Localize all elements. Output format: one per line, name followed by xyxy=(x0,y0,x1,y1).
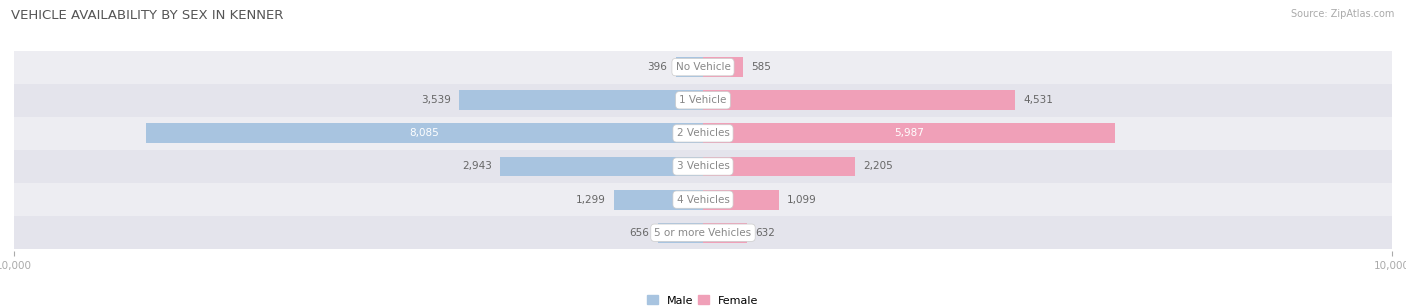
Text: 5 or more Vehicles: 5 or more Vehicles xyxy=(654,228,752,238)
Bar xyxy=(14,117,1392,150)
Bar xyxy=(703,90,1015,110)
Bar xyxy=(460,90,703,110)
Bar xyxy=(14,216,1392,249)
Bar xyxy=(658,223,703,243)
Bar xyxy=(703,190,779,210)
Bar xyxy=(703,123,1115,143)
Text: 4 Vehicles: 4 Vehicles xyxy=(676,195,730,205)
Bar xyxy=(14,183,1392,216)
Text: 1 Vehicle: 1 Vehicle xyxy=(679,95,727,105)
Bar xyxy=(501,157,703,177)
Text: 2,943: 2,943 xyxy=(463,162,492,171)
Bar xyxy=(676,57,703,77)
Bar xyxy=(703,223,747,243)
Text: 396: 396 xyxy=(648,62,668,72)
Text: 2 Vehicles: 2 Vehicles xyxy=(676,129,730,138)
Text: Source: ZipAtlas.com: Source: ZipAtlas.com xyxy=(1291,9,1395,19)
Text: 1,299: 1,299 xyxy=(575,195,605,205)
Text: 585: 585 xyxy=(752,62,772,72)
Bar xyxy=(703,57,744,77)
Bar xyxy=(14,150,1392,183)
Text: 5,987: 5,987 xyxy=(894,129,924,138)
Bar xyxy=(14,50,1392,84)
Text: 2,205: 2,205 xyxy=(863,162,893,171)
Bar xyxy=(703,157,855,177)
Text: No Vehicle: No Vehicle xyxy=(675,62,731,72)
Text: 656: 656 xyxy=(630,228,650,238)
Bar xyxy=(14,84,1392,117)
Legend: Male, Female: Male, Female xyxy=(643,291,763,306)
Text: 3 Vehicles: 3 Vehicles xyxy=(676,162,730,171)
Text: 1,099: 1,099 xyxy=(787,195,817,205)
Text: VEHICLE AVAILABILITY BY SEX IN KENNER: VEHICLE AVAILABILITY BY SEX IN KENNER xyxy=(11,9,284,22)
Text: 632: 632 xyxy=(755,228,775,238)
Bar xyxy=(613,190,703,210)
Bar xyxy=(146,123,703,143)
Text: 8,085: 8,085 xyxy=(409,129,439,138)
Text: 3,539: 3,539 xyxy=(420,95,451,105)
Text: 4,531: 4,531 xyxy=(1024,95,1053,105)
